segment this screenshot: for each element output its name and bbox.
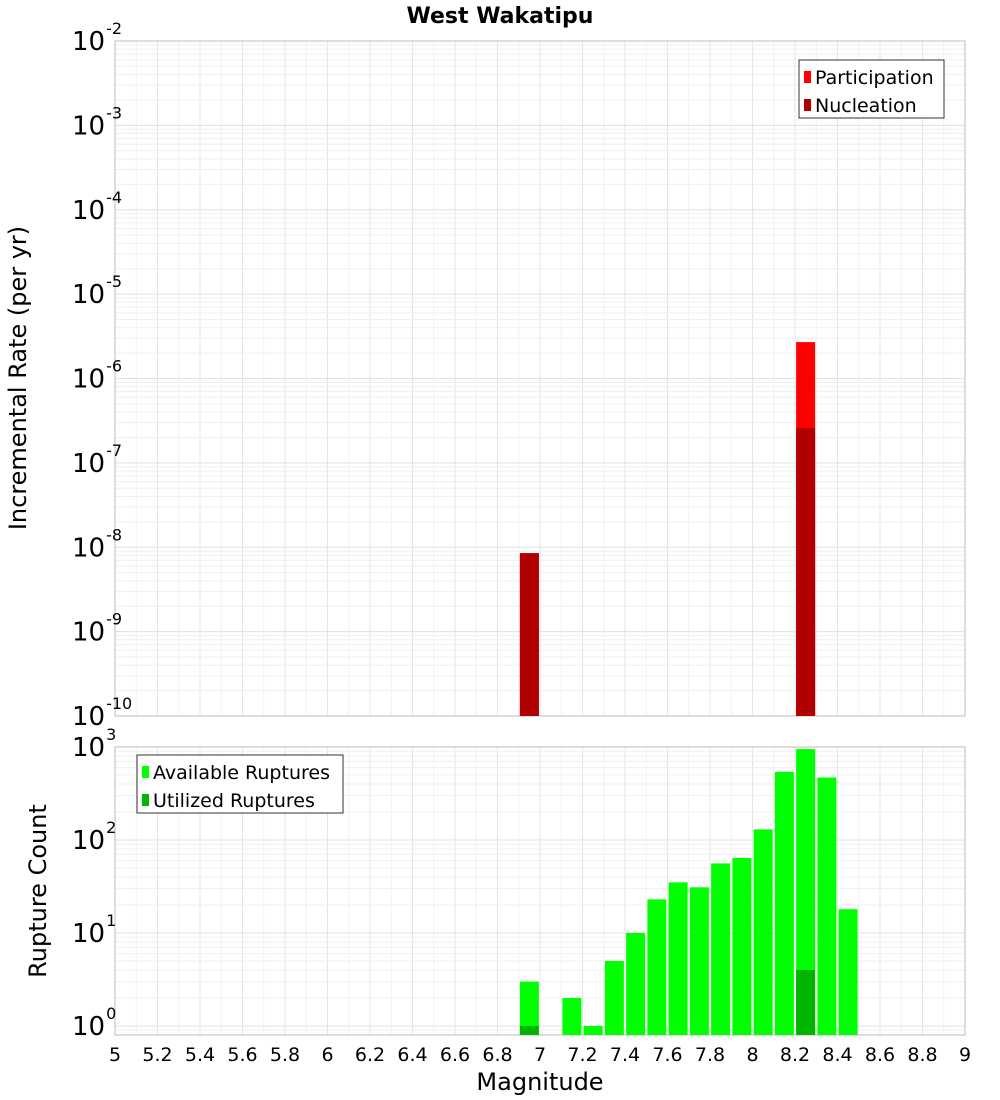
bar-available-ruptures bbox=[583, 1025, 603, 1035]
y-tick-exponent: -8 bbox=[106, 525, 122, 544]
x-tick-label: 7.6 bbox=[652, 1044, 682, 1066]
bar-available-ruptures bbox=[668, 882, 688, 1035]
bottom-y-axis-label: Rupture Count bbox=[24, 804, 52, 978]
legend-box bbox=[798, 59, 945, 119]
bar-available-ruptures bbox=[626, 932, 646, 1035]
legend-swatch bbox=[804, 71, 811, 83]
y-tick-label: 10-10 bbox=[72, 694, 132, 732]
bar-available-ruptures bbox=[774, 771, 794, 1035]
bottom-plot-area bbox=[114, 746, 966, 1036]
x-tick-label: 8.6 bbox=[865, 1044, 895, 1066]
y-tick-exponent: 0 bbox=[106, 1004, 116, 1023]
x-tick-label: 5 bbox=[109, 1044, 121, 1066]
x-tick-label: 6.4 bbox=[397, 1044, 427, 1066]
bar-nucleation bbox=[796, 427, 816, 716]
legend-label: Available Ruptures bbox=[153, 762, 330, 784]
x-tick-label: 8.8 bbox=[907, 1044, 937, 1066]
y-tick-exponent: -10 bbox=[106, 694, 132, 713]
bar-available-ruptures bbox=[689, 887, 709, 1035]
top-bars bbox=[519, 342, 816, 716]
chart-title: West Wakatipu bbox=[407, 4, 594, 29]
bar-available-ruptures bbox=[838, 909, 858, 1035]
top-legend: Participation Nucleation bbox=[798, 59, 945, 119]
bar-available-ruptures bbox=[732, 858, 752, 1035]
y-tick-label: 102 bbox=[72, 818, 116, 856]
x-tick-label: 5.2 bbox=[142, 1044, 172, 1066]
x-tick-label: 6.8 bbox=[482, 1044, 512, 1066]
x-tick-label: 8.4 bbox=[822, 1044, 852, 1066]
bar-available-ruptures bbox=[647, 899, 667, 1035]
y-tick-label: 101 bbox=[72, 911, 116, 949]
y-tick-exponent: -9 bbox=[106, 610, 122, 629]
x-tick-label: 8.2 bbox=[780, 1044, 810, 1066]
y-tick-exponent: -7 bbox=[106, 441, 122, 460]
bar-available-ruptures bbox=[817, 777, 837, 1035]
bar-available-ruptures bbox=[519, 981, 539, 1035]
x-ticks: 5 5.2 5.4 5.6 5.8 6 6.2 6.4 6.6 6.8 7 7.2 7.4 7.6 7.8 8… bbox=[109, 1044, 971, 1066]
y-tick-exponent: 2 bbox=[106, 818, 116, 837]
y-tick-exponent: 1 bbox=[106, 911, 116, 930]
y-tick-exponent: -4 bbox=[106, 188, 122, 207]
x-tick-label: 6.2 bbox=[355, 1044, 385, 1066]
bar-utilized-ruptures bbox=[796, 969, 816, 1035]
bottom-bars bbox=[519, 749, 858, 1035]
x-tick-label: 9 bbox=[959, 1044, 971, 1066]
y-tick-exponent: -6 bbox=[106, 357, 122, 376]
bar-utilized-ruptures bbox=[519, 1025, 539, 1035]
bottom-legend: Available Ruptures Utilized Ruptures bbox=[136, 754, 344, 814]
bar-available-ruptures bbox=[753, 829, 773, 1035]
x-tick-label: 7.4 bbox=[610, 1044, 640, 1066]
x-tick-label: 5.4 bbox=[185, 1044, 215, 1066]
x-tick-label: 7.2 bbox=[567, 1044, 597, 1066]
y-tick-exponent: 3 bbox=[106, 725, 116, 744]
x-tick-label: 8 bbox=[746, 1044, 758, 1066]
legend-swatch bbox=[142, 766, 149, 778]
bar-available-ruptures bbox=[562, 997, 582, 1035]
y-tick-exponent: -2 bbox=[106, 19, 122, 38]
legend-swatch bbox=[804, 99, 811, 111]
bar-nucleation bbox=[519, 553, 539, 716]
legend-label: Nucleation bbox=[815, 95, 917, 117]
x-tick-label: 6.6 bbox=[440, 1044, 470, 1066]
legend-swatch bbox=[142, 794, 149, 806]
y-tick-exponent: -3 bbox=[106, 103, 122, 122]
legend-label: Participation bbox=[815, 67, 934, 89]
bottom-y-ticks: 100 101 102 1 0 3 bbox=[72, 725, 116, 1042]
x-tick-label: 6 bbox=[321, 1044, 333, 1066]
top-grid bbox=[114, 40, 966, 717]
x-tick-label: 7 bbox=[534, 1044, 546, 1066]
bar-available-ruptures bbox=[604, 960, 624, 1035]
bar-available-ruptures bbox=[711, 863, 731, 1035]
top-plot-area bbox=[114, 40, 966, 717]
x-tick-label: 5.8 bbox=[270, 1044, 300, 1066]
top-y-axis-label: Incremental Rate (per yr) bbox=[4, 226, 32, 530]
y-tick-label: 100 bbox=[72, 1004, 116, 1042]
legend-label: Utilized Ruptures bbox=[153, 790, 315, 812]
legend-box bbox=[136, 754, 344, 814]
bar-available-ruptures bbox=[796, 749, 816, 1035]
x-tick-label: 7.8 bbox=[695, 1044, 725, 1066]
x-axis-label: Magnitude bbox=[476, 1068, 603, 1096]
x-tick-label: 5.6 bbox=[227, 1044, 257, 1066]
y-tick-exponent: -5 bbox=[106, 272, 122, 291]
